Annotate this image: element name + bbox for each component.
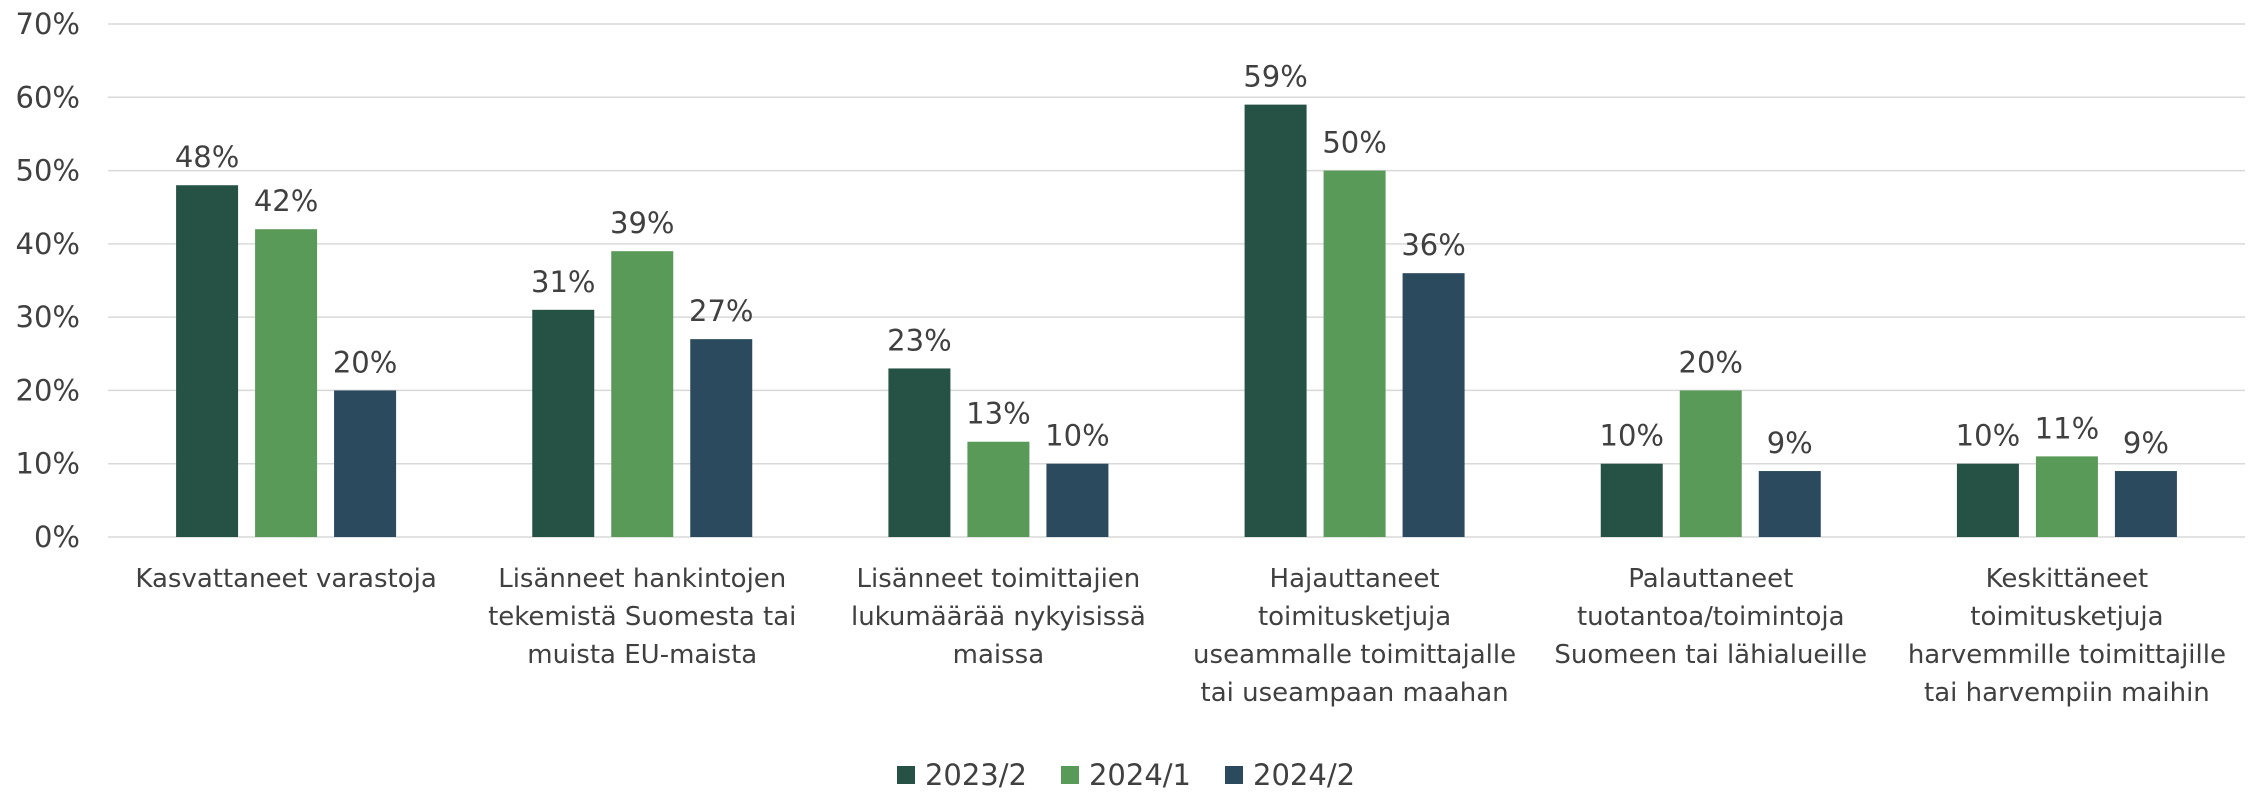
data-label: 9%	[1767, 426, 1813, 460]
bar	[2035, 456, 2098, 537]
legend-item: 2023/2	[896, 758, 1027, 792]
data-label: 20%	[1679, 345, 1743, 379]
legend-label: 2024/2	[1253, 758, 1356, 792]
x-tick-label: Hajauttaneet toimitusketjuja useammalle …	[1193, 564, 1517, 708]
bar	[1600, 463, 1663, 537]
bar	[1323, 170, 1386, 538]
bar	[1244, 104, 1307, 537]
data-label: 10%	[1956, 419, 2020, 453]
data-label: 10%	[1045, 419, 1109, 453]
bar	[690, 339, 753, 537]
y-tick-label: 20%	[16, 373, 80, 407]
bar	[176, 185, 239, 537]
data-label: 31%	[531, 265, 595, 299]
bar	[532, 309, 595, 537]
x-tick-label: Lisänneet hankintojen tekemistä Suomesta…	[488, 564, 797, 670]
x-tick-label: Lisänneet toimittajien lukumäärää nykyis…	[850, 564, 1146, 670]
data-label: 23%	[887, 323, 951, 357]
data-label: 13%	[966, 397, 1030, 431]
bar	[1758, 471, 1821, 537]
legend-item: 2024/1	[1060, 758, 1192, 792]
y-tick-label: 0%	[34, 520, 80, 554]
data-label: 48%	[175, 140, 239, 174]
y-tick-label: 40%	[16, 227, 80, 261]
legend-swatch	[1225, 766, 1244, 784]
data-label: 27%	[689, 294, 753, 328]
bar	[255, 229, 318, 537]
data-label: 9%	[2123, 426, 2169, 460]
data-label: 20%	[333, 345, 397, 379]
x-tick-label: Palauttaneet tuotantoa/toimintoja Suomee…	[1554, 564, 1868, 670]
bar	[611, 251, 674, 537]
bar	[1679, 390, 1742, 537]
bar	[888, 368, 951, 537]
x-tick-label: Kasvattaneet varastoja	[135, 564, 437, 594]
bar	[2114, 471, 2177, 537]
y-tick-label: 50%	[16, 154, 80, 188]
data-label: 10%	[1600, 419, 1664, 453]
bar	[1046, 463, 1109, 537]
data-label: 59%	[1243, 60, 1307, 94]
data-label: 36%	[1401, 228, 1465, 262]
bar	[334, 390, 397, 537]
y-tick-label: 10%	[16, 447, 80, 481]
legend-item: 2024/2	[1225, 758, 1355, 792]
y-tick-label: 70%	[16, 7, 80, 41]
legend-label: 2023/2	[924, 758, 1027, 792]
legend: 2023/2 2024/1 2024/2	[0, 758, 2252, 792]
data-label: 11%	[2035, 411, 2099, 445]
bar	[1956, 463, 2019, 537]
legend-swatch	[1060, 766, 1079, 784]
bar	[967, 441, 1030, 537]
bar	[1402, 273, 1465, 537]
y-tick-label: 30%	[16, 300, 80, 334]
legend-swatch	[896, 766, 915, 784]
y-tick-label: 60%	[16, 80, 80, 114]
x-tick-label: Keskittäneet toimitusketjuja harvemmille…	[1907, 564, 2226, 708]
data-label: 39%	[610, 206, 674, 240]
data-label: 50%	[1322, 126, 1386, 160]
legend-label: 2024/1	[1088, 758, 1192, 792]
data-label: 42%	[254, 184, 318, 218]
